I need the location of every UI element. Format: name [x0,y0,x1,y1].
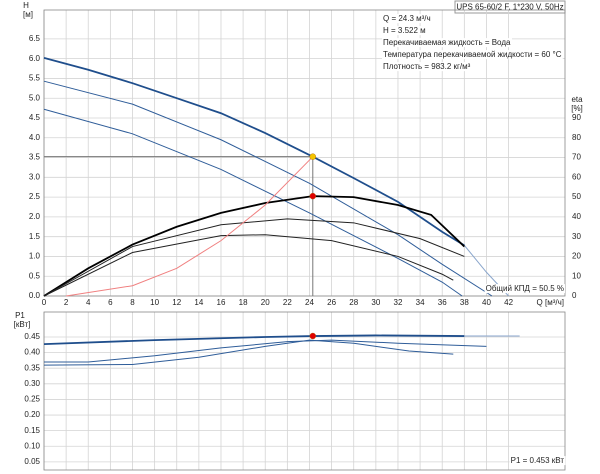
operating-point [309,153,316,160]
x-tick-label: 4 [86,298,91,307]
efficiency-annotation: Общий КПД = 50.5 % [486,284,564,293]
y-tick-label: 0.05 [24,457,40,466]
curve [43,218,465,297]
text-backdrop [382,26,427,36]
text-backdrop [535,298,565,308]
curve [43,234,454,297]
y2-tick-label: 90 [572,113,581,122]
text-backdrop [382,50,563,60]
x-tick-label: 38 [460,298,469,307]
y-axis-unit: [кВт] [14,320,31,329]
y-tick-label: 0.40 [24,348,40,357]
y2-tick-label: 60 [572,172,581,181]
y-tick-label: 6.0 [29,54,41,63]
operating-point [309,332,316,340]
x-tick-label: 8 [130,298,135,307]
y-tick-label: 0.10 [24,441,40,450]
curve [43,339,454,366]
curve [43,108,463,297]
y2-tick-label: 40 [572,212,581,221]
x-tick-label: 18 [239,298,248,307]
y-tick-label: 0.15 [24,426,40,435]
y-tick-label: 0.30 [24,379,40,388]
y2-tick-label: 0 [572,291,577,300]
x-tick-label: 14 [194,298,203,307]
x-tick-label: 2 [64,298,69,307]
y-tick-label: 5.0 [29,93,41,102]
x-tick-label: 0 [42,298,47,307]
y-tick-label: 0.35 [24,363,40,372]
y-tick-label: 5.5 [29,74,41,83]
y-axis-label: H [23,1,29,10]
x-tick-label: 30 [371,298,380,307]
info-line: Температура перекачиваемой жидкости = 60… [383,50,562,59]
plot-frame [43,311,566,471]
y-tick-label: 4.0 [29,133,41,142]
y2-tick-label: 80 [572,133,581,142]
y2-tick-label: 30 [572,232,581,241]
text-backdrop [484,284,565,294]
x-tick-label: 34 [416,298,425,307]
x-tick-label: 36 [438,298,447,307]
info-line: Перекачиваемая жидкость = Вода [383,38,511,47]
x-tick-label: 16 [217,298,226,307]
curve [43,334,465,346]
x-tick-label: 26 [327,298,336,307]
y-tick-label: 0.5 [29,271,41,280]
y2-axis-label: eta [571,95,583,104]
model-title: UPS 65-60/2 F, 1*230 V, 50Hz [456,3,563,12]
info-line: Плотность = 983.2 кг/м³ [383,62,471,71]
x-tick-label: 22 [283,298,292,307]
x-tick-label: 32 [394,298,403,307]
x-axis-label: Q [м³/ч] [537,298,564,307]
x-tick-label: 6 [108,298,113,307]
y-tick-label: 0.45 [24,332,40,341]
y-axis-label: P1 [15,311,25,320]
x-tick-label: 24 [305,298,314,307]
y-tick-label: 0.25 [24,395,40,404]
y-tick-label: 1.0 [29,252,41,261]
y-tick-label: 2.0 [29,212,41,221]
x-tick-label: 42 [504,298,513,307]
y-tick-label: 2.5 [29,192,41,201]
curve [43,80,493,297]
y-tick-label: 1.5 [29,232,41,241]
curve [66,156,314,297]
info-line: Q = 24.3 м³/ч [383,14,431,23]
text-backdrop [382,14,432,24]
y2-tick-label: 50 [572,192,581,201]
y-tick-label: 6.5 [29,34,41,43]
y-tick-label: 0.20 [24,410,40,419]
plot-frame [43,9,566,297]
curve [43,56,465,247]
operating-point [309,192,316,200]
y-tick-label: 3.0 [29,172,41,181]
x-tick-label: 20 [261,298,270,307]
text-backdrop [382,62,472,72]
x-tick-label: 12 [172,298,181,307]
y-tick-label: 4.5 [29,113,41,122]
y2-axis-unit: [%] [571,104,583,113]
y-axis-unit: [м] [23,10,33,19]
curve [43,195,465,297]
x-tick-label: 28 [349,298,358,307]
text-backdrop [509,456,566,466]
x-tick-label: 40 [482,298,491,307]
y-tick-label: 0.0 [29,291,41,300]
y2-tick-label: 20 [572,252,581,261]
y2-tick-label: 10 [572,271,581,280]
power-annotation: P1 = 0.453 кВт [511,456,565,465]
y2-tick-label: 70 [572,153,581,162]
y-tick-label: 3.5 [29,153,41,162]
text-backdrop [382,38,512,48]
info-line: H = 3.522 м [383,26,426,35]
x-tick-label: 10 [150,298,159,307]
curve [44,339,487,363]
